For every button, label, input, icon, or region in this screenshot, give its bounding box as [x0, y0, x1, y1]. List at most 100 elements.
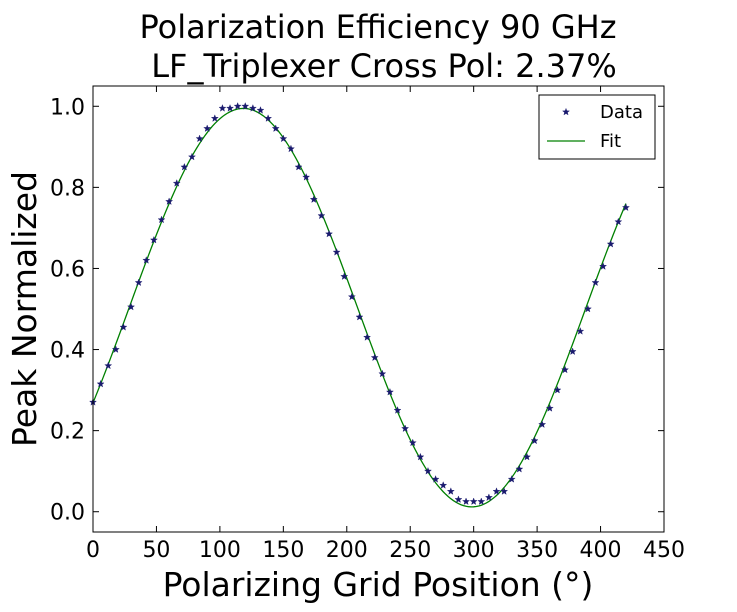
- data-point: [385, 387, 394, 396]
- legend-data-label: Data: [600, 102, 643, 123]
- data-point: [149, 235, 158, 244]
- data-point: [172, 179, 181, 187]
- data-point: [180, 162, 189, 171]
- data-point: [500, 487, 509, 495]
- data-point: [439, 481, 448, 489]
- data-point: [104, 361, 113, 370]
- data-point: [484, 493, 493, 501]
- data-point: [614, 217, 623, 226]
- data-point: [256, 106, 265, 114]
- data-point: [279, 134, 288, 143]
- data-point: [210, 114, 219, 122]
- data-point: [325, 229, 333, 238]
- data-point: [545, 404, 554, 412]
- chart-title: Polarization Efficiency 90 GHz: [139, 8, 616, 46]
- data-point: [477, 497, 486, 505]
- y-tick-label: 1.0: [50, 95, 85, 120]
- data-point: [134, 278, 143, 287]
- data-point: [241, 102, 250, 110]
- data-point: [431, 475, 440, 483]
- data-point: [271, 124, 280, 132]
- data-point: [424, 467, 432, 475]
- x-tick-label: 400: [580, 538, 622, 563]
- y-tick-label: 0.0: [50, 501, 85, 526]
- data-point: [462, 497, 471, 505]
- x-tick-label: 450: [643, 538, 685, 563]
- x-tick-label: 50: [142, 538, 170, 563]
- y-tick-label: 0.4: [50, 339, 85, 364]
- x-tick-label: 100: [199, 538, 241, 563]
- y-tick-label: 0.8: [50, 176, 85, 201]
- data-point: [621, 203, 630, 212]
- data-point: [408, 438, 417, 447]
- y-tick-label: 0.6: [50, 257, 85, 282]
- data-point: [119, 323, 128, 331]
- chart-subtitle: LF_Triplexer Cross Pol: 2.37%: [151, 47, 617, 85]
- data-point: [157, 215, 166, 224]
- data-point: [203, 124, 212, 132]
- legend-data-marker: [562, 107, 570, 116]
- data-point: [370, 353, 379, 362]
- data-point: [347, 292, 356, 301]
- data-point: [401, 424, 410, 432]
- data-point: [188, 152, 196, 161]
- data-point: [363, 333, 372, 341]
- data-point: [233, 102, 242, 110]
- data-point: [393, 406, 402, 414]
- data-point: [317, 211, 326, 220]
- data-point: [492, 487, 501, 495]
- data-point: [469, 497, 478, 505]
- y-tick-label: 0.2: [50, 420, 85, 445]
- data-point: [568, 347, 577, 355]
- data-point: [248, 104, 257, 112]
- plot-frame: [92, 85, 665, 533]
- data-point: [515, 464, 524, 473]
- data-point: [264, 114, 273, 122]
- data-point: [309, 195, 318, 203]
- data-point: [591, 278, 600, 287]
- data-point: [218, 104, 227, 112]
- data-point: [226, 104, 235, 112]
- data-point: [454, 495, 463, 503]
- data-point: [599, 262, 608, 270]
- x-tick-label: 250: [389, 538, 431, 563]
- data-point: [302, 173, 311, 181]
- data-point: [561, 365, 569, 374]
- data-point: [165, 197, 174, 205]
- legend-box: [538, 94, 656, 160]
- x-axis-label: Polarizing Grid Position (°): [163, 565, 594, 604]
- data-point: [522, 452, 531, 461]
- fit-line: [92, 107, 627, 508]
- data-point: [294, 162, 303, 171]
- data-point: [127, 302, 136, 311]
- data-point: [606, 239, 615, 248]
- data-point: [355, 312, 364, 321]
- legend-fit-label: Fit: [600, 131, 621, 152]
- x-tick-label: 350: [516, 538, 558, 563]
- data-point: [332, 248, 341, 256]
- data-point: [538, 420, 547, 428]
- data-point: [530, 436, 539, 445]
- y-axis-label: Peak Normalized: [5, 171, 44, 447]
- data-point: [583, 304, 592, 313]
- data-point: [96, 379, 105, 388]
- data-point: [378, 369, 387, 378]
- legend: Data Fit: [538, 94, 656, 160]
- x-tick-label: 150: [262, 538, 304, 563]
- x-tick-label: 0: [86, 538, 100, 563]
- data-point: [195, 134, 204, 143]
- data-point: [576, 327, 585, 335]
- data-point: [507, 475, 516, 483]
- data-point: [553, 385, 562, 394]
- data-point: [142, 256, 151, 264]
- data-point: [111, 345, 120, 353]
- data-point: [286, 144, 295, 153]
- x-axis: 0 50 100 150 200 250 300 350 400 450: [86, 86, 685, 563]
- x-tick-label: 300: [453, 538, 495, 563]
- data-point: [416, 452, 425, 461]
- data-point: [340, 272, 349, 280]
- x-tick-label: 200: [326, 538, 368, 563]
- y-axis: 0.0 0.2 0.4 0.6 0.8 1.0: [50, 95, 664, 526]
- plot-area: [89, 102, 630, 508]
